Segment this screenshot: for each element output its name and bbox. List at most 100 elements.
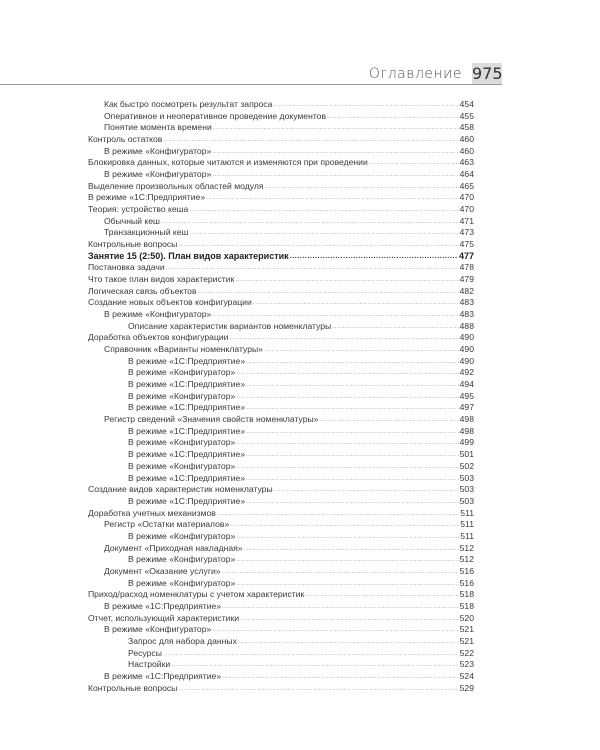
toc-entry-page: 460 bbox=[459, 134, 474, 145]
toc-entry-page: 518 bbox=[459, 589, 474, 600]
toc-entry-title: В режиме «1С:Предприятие» bbox=[128, 425, 247, 438]
toc-entry-title: Регистр «Остатки материалов» bbox=[104, 519, 231, 531]
toc-entry-page: 482 bbox=[459, 285, 474, 296]
toc-entry-page: 522 bbox=[459, 647, 474, 658]
toc-chapter-entry: Занятие 15 (2:50). План видов характерис… bbox=[88, 250, 474, 263]
toc-entry-title: В режиме «1С:Предприятие» bbox=[128, 495, 247, 508]
toc-entry-title: Приход/расход номенклатуры с учетом хара… bbox=[88, 589, 306, 601]
toc-entry-title: Создание новых объектов конфигурации bbox=[88, 297, 253, 310]
dot-leader bbox=[212, 624, 458, 636]
toc-entry-title: В режиме «Конфигуратор» bbox=[104, 169, 213, 181]
toc-entry: Создание новых объектов конфигурации 483 bbox=[88, 297, 474, 310]
toc-entry: Постановка задачи 478 bbox=[88, 262, 474, 275]
dot-leader bbox=[246, 449, 459, 461]
toc-entry: Доработка объектов конфигурации 490 bbox=[88, 332, 474, 345]
toc-entry: В режиме «1С:Предприятие» 497 bbox=[88, 402, 474, 415]
toc-entry-title: В режиме «1С:Предприятие» bbox=[104, 600, 223, 613]
toc-entry-title: Настройки bbox=[128, 659, 172, 671]
toc-entry-title: Оперативное и неоперативное проведение д… bbox=[104, 110, 328, 123]
dot-leader bbox=[235, 274, 458, 286]
toc-entry: Создание видов характеристик номенклатур… bbox=[88, 484, 474, 496]
toc-entry-page: 516 bbox=[459, 577, 474, 588]
dot-leader bbox=[246, 473, 459, 485]
toc-entry: В режиме «Конфигуратор» 495 bbox=[88, 390, 474, 403]
dot-leader bbox=[229, 332, 458, 344]
toc-entry-page: 498 bbox=[459, 425, 474, 436]
toc-entry: Контроль остатков 460 bbox=[88, 134, 474, 146]
toc-entry: Логическая связь объектов 482 bbox=[88, 285, 474, 298]
dot-leader bbox=[246, 402, 459, 414]
dot-leader bbox=[236, 367, 458, 379]
dot-leader bbox=[213, 122, 459, 134]
toc-entry: Документ «Приходная накладная» 512 bbox=[88, 542, 474, 555]
toc-entry-title: Что такое план видов характеристик bbox=[88, 274, 236, 286]
dot-leader bbox=[238, 636, 459, 648]
dot-leader bbox=[236, 391, 458, 403]
toc-entry-page: 511 bbox=[460, 519, 474, 530]
toc-entry-title: Документ «Приходная накладная» bbox=[104, 542, 244, 555]
toc-entry-page: 475 bbox=[459, 239, 474, 250]
toc-entry-page: 502 bbox=[459, 460, 474, 471]
toc-entry-page: 470 bbox=[459, 192, 474, 203]
dot-leader bbox=[236, 461, 458, 473]
toc-entry-page: 458 bbox=[459, 122, 474, 133]
toc-entry-title: В режиме «1С:Предприятие» bbox=[128, 449, 247, 461]
toc-entry: Описание характеристик вариантов номенкл… bbox=[88, 320, 474, 333]
toc-entry-title: В режиме «Конфигуратор» bbox=[128, 577, 237, 590]
dot-leader bbox=[189, 227, 458, 239]
toc-entry-page: 494 bbox=[459, 379, 474, 390]
toc-entry: В режиме «Конфигуратор» 512 bbox=[88, 554, 474, 566]
toc-entry-title: В режиме «Конфигуратор» bbox=[104, 145, 213, 158]
toc-entry-title: В режиме «Конфигуратор» bbox=[104, 309, 213, 321]
toc-entry-title: Блокировка данных, которые читаются и из… bbox=[88, 157, 369, 170]
toc-entry-title: Справочник «Варианты номенклатуры» bbox=[104, 344, 264, 356]
toc-entry-page: 501 bbox=[459, 449, 474, 460]
toc-entry-page: 488 bbox=[459, 320, 474, 331]
dot-leader bbox=[265, 181, 459, 193]
toc-entry: Транзакционный кеш 473 bbox=[88, 227, 474, 240]
toc-entry-title: В режиме «Конфигуратор» bbox=[104, 624, 213, 636]
toc-entry: Регистр сведений «Значения свойств номен… bbox=[88, 414, 474, 426]
toc-entry: Как быстро посмотреть результат запроса 4… bbox=[88, 99, 474, 111]
toc-entry-title: Ресурсы bbox=[128, 647, 163, 660]
toc-entry: Обычный кеш 471 bbox=[88, 215, 474, 228]
dot-leader bbox=[222, 671, 459, 683]
toc-entry-title: В режиме «1С:Предприятие» bbox=[128, 379, 247, 391]
toc-entry-page: 490 bbox=[459, 355, 474, 366]
toc-entry-title: Контрольные вопросы bbox=[88, 239, 179, 251]
dot-leader bbox=[206, 192, 459, 204]
toc-entry-page: 483 bbox=[459, 309, 474, 320]
dot-leader bbox=[212, 169, 458, 181]
toc-entry: В режиме «Конфигуратор» 502 bbox=[88, 460, 474, 473]
dot-leader bbox=[236, 578, 458, 590]
toc-entry-title: Логическая связь объектов bbox=[88, 285, 198, 298]
toc-entry-title: Запрос для набора данных bbox=[128, 635, 238, 648]
dot-leader bbox=[246, 496, 459, 508]
toc-entry-title: Занятие 15 (2:50). План видов характерис… bbox=[88, 250, 290, 263]
toc-entry-page: 511 bbox=[460, 507, 474, 518]
toc-entry-page: 511 bbox=[460, 530, 474, 541]
table-of-contents: Как быстро посмотреть результат запроса 4… bbox=[88, 99, 474, 695]
toc-entry-page: 463 bbox=[459, 157, 474, 168]
dot-leader bbox=[178, 683, 458, 695]
toc-entry: В режиме «Конфигуратор» 521 bbox=[88, 624, 474, 636]
toc-entry: Блокировка данных, которые читаются и из… bbox=[88, 157, 474, 170]
dot-leader bbox=[305, 589, 458, 601]
toc-entry: Теория: устройство кеша 470 bbox=[88, 204, 474, 216]
toc-entry: Контрольные вопросы 475 bbox=[88, 239, 474, 251]
toc-entry-page: 470 bbox=[459, 204, 474, 215]
dot-leader bbox=[212, 309, 458, 321]
dot-leader bbox=[332, 321, 458, 333]
toc-entry: Документ «Оказание услуги» 516 bbox=[88, 565, 474, 578]
toc-entry-page: 454 bbox=[459, 99, 474, 109]
dot-leader bbox=[246, 356, 459, 368]
toc-entry: Приход/расход номенклатуры с учетом хара… bbox=[88, 589, 474, 601]
toc-entry: В режиме «1С:Предприятие» 524 bbox=[88, 670, 474, 683]
toc-entry-page: 516 bbox=[459, 565, 474, 576]
toc-entry-title: В режиме «1С:Предприятие» bbox=[128, 355, 247, 368]
toc-entry-title: Документ «Оказание услуги» bbox=[104, 565, 222, 578]
toc-entry-page: 465 bbox=[459, 180, 474, 191]
toc-entry-page: 523 bbox=[459, 659, 474, 670]
toc-entry-page: 495 bbox=[459, 390, 474, 401]
toc-entry-title: Выделение произвольных областей модуля bbox=[88, 180, 265, 193]
